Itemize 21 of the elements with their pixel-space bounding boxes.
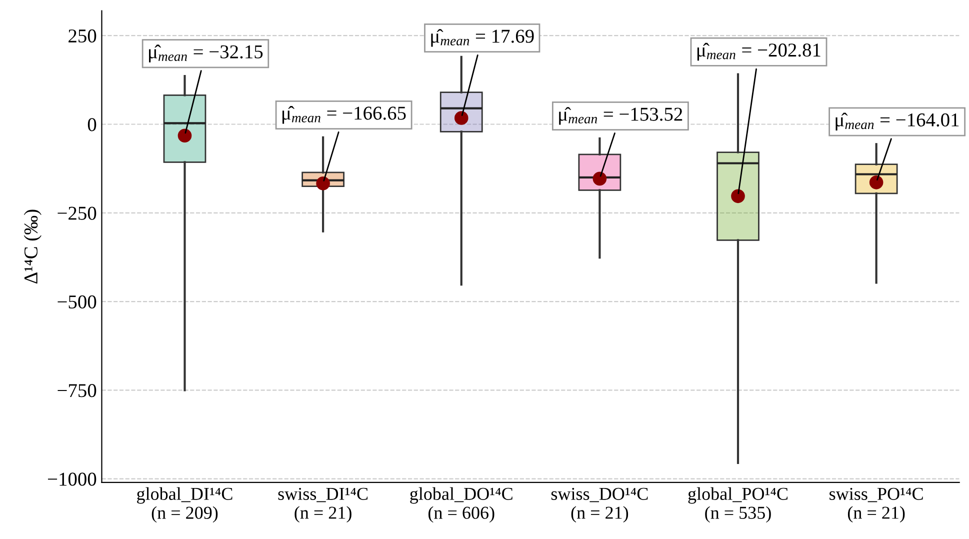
annotation: μ̂$_{mean}$ = −166.65 xyxy=(282,106,406,124)
x-tick-label: global_PO¹⁴C (n = 535) xyxy=(688,487,788,523)
y-axis-title: Δ¹⁴C (‰) xyxy=(24,210,42,284)
y-tick-label: −1000 xyxy=(48,472,96,486)
x-tick-label: swiss_PO¹⁴C (n = 21) xyxy=(830,488,923,523)
y-tick-label: −500 xyxy=(58,295,96,308)
x-tick-label: global_DO¹⁴C (n = 606) xyxy=(410,487,512,523)
annotation: μ̂$_{mean}$ = −32.15 xyxy=(149,44,263,62)
annotation: μ̂$_{mean}$ = −153.52 xyxy=(559,107,682,125)
y-tick-label: 250 xyxy=(68,29,96,43)
x-tick-label: swiss_DI¹⁴C (n = 21) xyxy=(278,488,368,523)
x-tick-label: global_DI¹⁴C (n = 209) xyxy=(137,487,232,523)
point xyxy=(178,128,192,143)
y-tick-label: −250 xyxy=(58,206,96,220)
point xyxy=(731,189,745,204)
x-tick-label: swiss_DO¹⁴C (n = 21) xyxy=(551,488,648,523)
annotation: μ̂$_{mean}$ = −202.81 xyxy=(697,42,820,61)
y-tick-label: 0 xyxy=(88,118,96,132)
annotation: μ̂$_{mean}$ = −164.01 xyxy=(836,112,959,130)
annotation: μ̂$_{mean}$ = 17.69 xyxy=(431,29,534,47)
y-tick-label: −750 xyxy=(58,384,96,398)
